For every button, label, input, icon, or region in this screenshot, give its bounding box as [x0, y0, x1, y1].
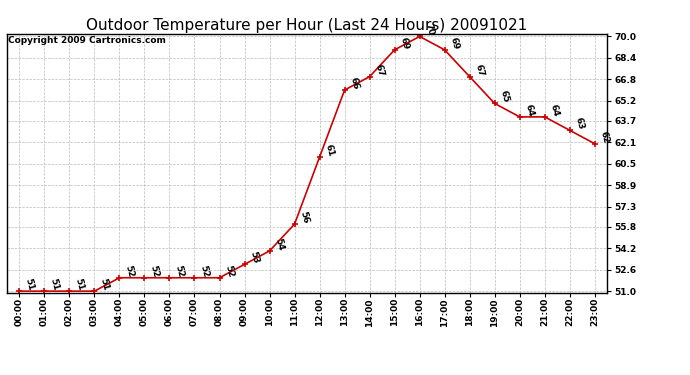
- Text: 67: 67: [374, 63, 386, 77]
- Text: 56: 56: [299, 210, 310, 225]
- Text: 54: 54: [274, 237, 286, 252]
- Text: 69: 69: [399, 36, 411, 51]
- Text: 52: 52: [174, 264, 186, 278]
- Text: 66: 66: [348, 76, 361, 91]
- Text: 52: 52: [148, 264, 161, 278]
- Text: 61: 61: [324, 143, 335, 158]
- Text: 51: 51: [48, 278, 61, 292]
- Text: 63: 63: [574, 117, 586, 131]
- Text: 67: 67: [474, 63, 486, 77]
- Title: Outdoor Temperature per Hour (Last 24 Hours) 20091021: Outdoor Temperature per Hour (Last 24 Ho…: [86, 18, 528, 33]
- Text: 64: 64: [524, 103, 535, 117]
- Text: 51: 51: [23, 278, 35, 292]
- Text: 52: 52: [224, 264, 235, 278]
- Text: 51: 51: [74, 278, 86, 292]
- Text: 70: 70: [424, 22, 435, 37]
- Text: 52: 52: [124, 264, 135, 278]
- Text: 53: 53: [248, 251, 261, 265]
- Text: 52: 52: [199, 264, 210, 278]
- Text: 62: 62: [599, 130, 611, 144]
- Text: 64: 64: [549, 103, 561, 117]
- Text: 51: 51: [99, 278, 110, 292]
- Text: 65: 65: [499, 90, 511, 104]
- Text: 69: 69: [448, 36, 461, 51]
- Text: Copyright 2009 Cartronics.com: Copyright 2009 Cartronics.com: [8, 36, 166, 45]
